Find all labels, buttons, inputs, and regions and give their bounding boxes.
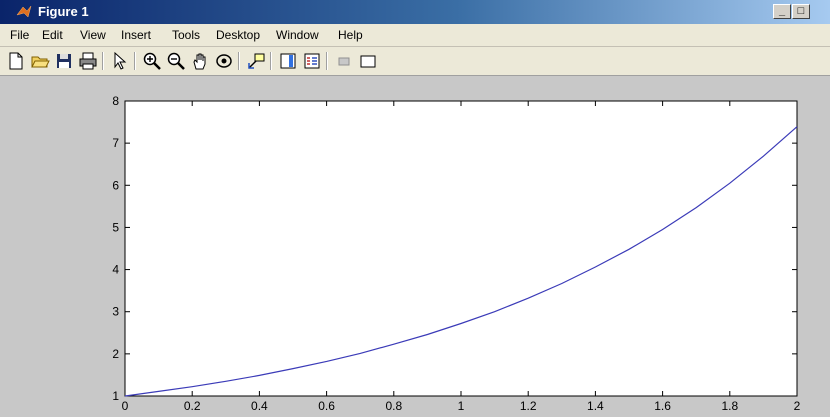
menu-edit[interactable]: Edit (42, 28, 63, 42)
axes-background (124, 100, 798, 397)
window-titlebar[interactable]: Figure 1 _ □ (0, 0, 830, 24)
show-plot-tools-icon (360, 55, 376, 68)
rotate-3d-button[interactable] (214, 51, 234, 71)
y-tick-label: 7 (112, 136, 119, 150)
x-tick-label: 1.6 (654, 399, 671, 412)
open-file-icon (31, 56, 50, 68)
menu-file[interactable]: File (10, 28, 30, 42)
pan-hand-icon (193, 53, 206, 70)
x-tick-label: 0.8 (385, 399, 402, 412)
insert-legend-button[interactable] (302, 51, 322, 71)
edit-plot-button[interactable] (110, 51, 130, 71)
toolbar-separator (102, 52, 104, 70)
y-tick-label: 4 (112, 263, 119, 277)
pan-button[interactable] (190, 51, 210, 71)
y-tick-label: 1 (112, 389, 119, 403)
figure-toolbar (0, 47, 830, 76)
insert-colorbar-button[interactable] (278, 51, 298, 71)
zoom-in-button[interactable] (142, 51, 162, 71)
maximize-icon: □ (797, 5, 805, 17)
maximize-button[interactable]: □ (792, 4, 810, 19)
zoom-out-icon (167, 52, 185, 70)
figure-canvas: 0 0.2 0.4 0.6 0.8 1 1.2 1.4 1.6 1.8 2 1 2 3 4 5 6 7 8 (0, 76, 830, 413)
menu-insert[interactable]: Insert (121, 28, 152, 42)
y-tick-label: 8 (112, 94, 119, 108)
save-icon (57, 54, 71, 68)
zoom-in-icon (143, 52, 161, 70)
matlab-logo-icon (16, 5, 32, 18)
toolbar-separator (238, 52, 240, 70)
menu-view[interactable]: View (80, 28, 106, 42)
toolbar-separator (134, 52, 136, 70)
axis-tick-labels: 0 0.2 0.4 0.6 0.8 1 1.2 1.4 1.6 1.8 2 1 2 3 4 5 6 7 8 (112, 94, 801, 413)
x-tick-label: 0.6 (318, 399, 335, 412)
x-tick-label: 0 (122, 399, 129, 412)
x-tick-label: 0.2 (184, 399, 201, 412)
new-figure-button[interactable] (6, 51, 26, 71)
y-tick-label: 2 (112, 347, 119, 361)
x-tick-label: 2 (794, 399, 801, 412)
y-tick-label: 3 (112, 305, 119, 319)
save-button[interactable] (54, 51, 74, 71)
new-figure-icon (9, 52, 23, 70)
x-tick-label: 0.4 (251, 399, 268, 412)
menu-help[interactable]: Help (338, 28, 363, 42)
x-tick-label: 1.2 (520, 399, 537, 412)
insert-legend-icon (304, 53, 320, 69)
insert-colorbar-icon (280, 53, 296, 69)
x-tick-label: 1.4 (587, 399, 604, 412)
print-button[interactable] (78, 51, 98, 71)
rotate-3d-icon (216, 54, 232, 68)
data-cursor-icon (248, 53, 265, 69)
toolbar-separator (270, 52, 272, 70)
window-title: Figure 1 (38, 4, 89, 19)
y-tick-label: 5 (112, 220, 119, 234)
y-tick-label: 6 (112, 178, 119, 192)
minimize-icon: _ (778, 5, 786, 17)
toolbar-separator (326, 52, 328, 70)
menu-bar: File Edit View Insert Tools Desktop Wind… (0, 24, 830, 47)
data-series-line (124, 126, 798, 397)
x-tick-label: 1.8 (721, 399, 738, 412)
menu-window[interactable]: Window (276, 28, 319, 42)
print-icon (79, 52, 97, 70)
menu-desktop[interactable]: Desktop (216, 28, 261, 42)
menu-tools[interactable]: Tools (172, 28, 201, 42)
plot-axes-container[interactable]: 0 0.2 0.4 0.6 0.8 1 1.2 1.4 1.6 1.8 2 1 2 3 4 5 6 7 8 (0, 76, 830, 417)
data-cursor-button[interactable] (246, 51, 266, 71)
edit-plot-arrow-icon (114, 51, 127, 70)
minimize-button[interactable]: _ (773, 4, 791, 19)
x-tick-label: 1 (458, 399, 465, 412)
hide-plot-tools-icon (338, 57, 350, 66)
hide-plot-tools-button[interactable] (334, 51, 354, 71)
zoom-out-button[interactable] (166, 51, 186, 71)
line-chart: 0 0.2 0.4 0.6 0.8 1 1.2 1.4 1.6 1.8 2 1 2 3 4 5 6 7 8 (112, 94, 801, 413)
open-file-button[interactable] (30, 51, 50, 71)
show-plot-tools-button[interactable] (358, 51, 378, 71)
